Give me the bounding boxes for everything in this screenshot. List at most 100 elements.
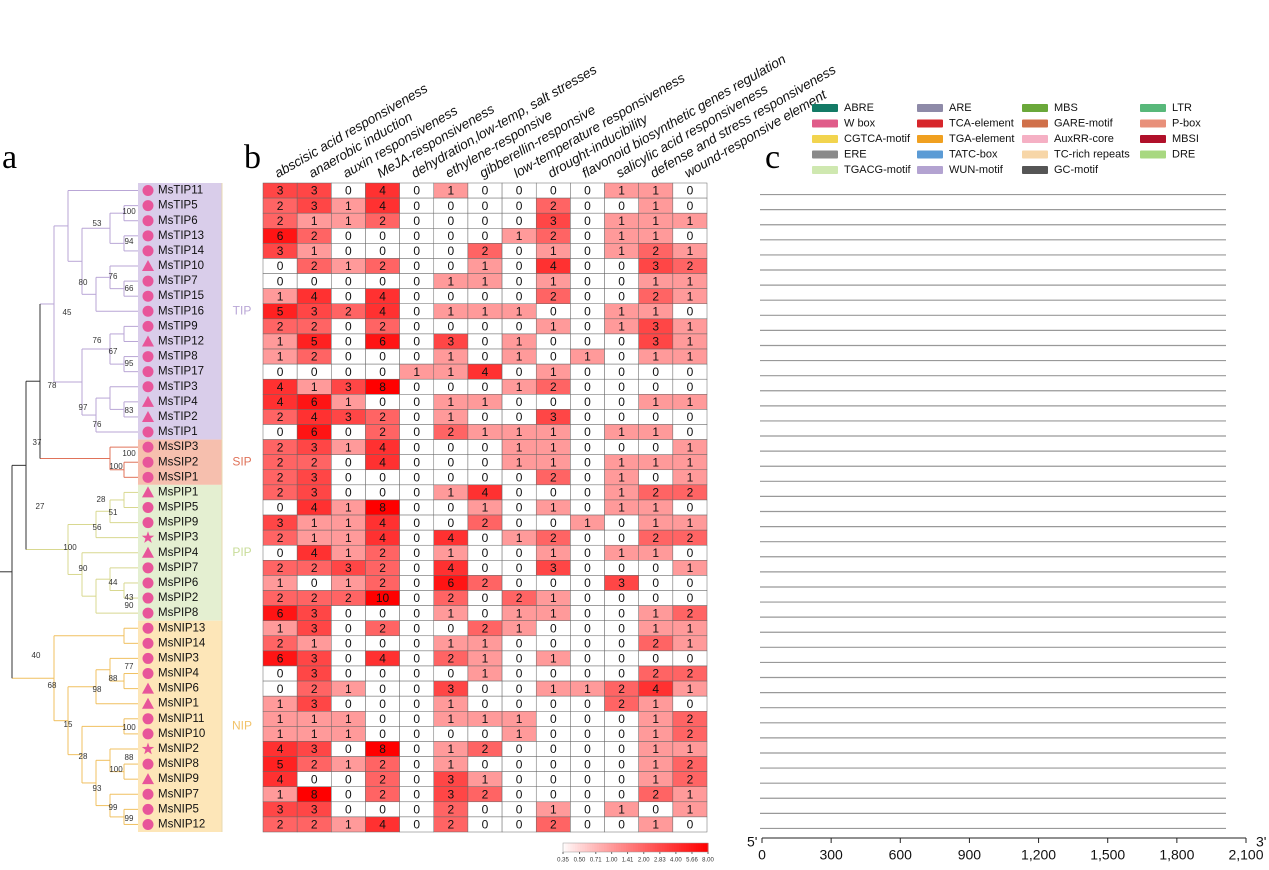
cell-value: 0 xyxy=(277,274,284,288)
cell-value: 0 xyxy=(413,757,420,771)
cell-value: 1 xyxy=(345,727,352,741)
cell-value: 2 xyxy=(550,199,557,213)
cell-value: 2 xyxy=(652,667,659,681)
cell-value: 0 xyxy=(516,742,523,756)
cell-value: 2 xyxy=(277,410,284,424)
cell-value: 2 xyxy=(448,818,455,832)
cell-value: 1 xyxy=(482,652,489,666)
cell-value: 4 xyxy=(311,501,318,515)
cell-value: 2 xyxy=(652,486,659,500)
cell-value: 0 xyxy=(448,667,455,681)
cell-value: 1 xyxy=(448,546,455,560)
colorbar-segment xyxy=(575,843,578,852)
cell-value: 2 xyxy=(550,818,557,832)
cell-value: 0 xyxy=(277,682,284,696)
cell-value: 2 xyxy=(379,772,386,786)
colorbar-tick-label: 0.35 xyxy=(557,858,569,864)
cell-value: 0 xyxy=(550,395,557,409)
cell-value: 3 xyxy=(550,214,557,228)
cell-value: 2 xyxy=(448,652,455,666)
cell-value: 0 xyxy=(687,652,694,666)
cell-value: 1 xyxy=(652,304,659,318)
cell-value: 1 xyxy=(652,727,659,741)
gene-label: MsTIP13 xyxy=(158,230,204,242)
cell-value: 1 xyxy=(687,682,694,696)
cell-value: 0 xyxy=(345,697,352,711)
cell-value: 0 xyxy=(311,274,318,288)
cell-value: 2 xyxy=(687,757,694,771)
cell-value: 1 xyxy=(618,455,625,469)
cell-value: 0 xyxy=(482,561,489,575)
legend-label: GC-motif xyxy=(1054,164,1099,176)
cell-value: 0 xyxy=(652,365,659,379)
colorbar-segment xyxy=(584,843,588,852)
cell-value: 1 xyxy=(516,229,523,243)
cell-value: 0 xyxy=(584,742,591,756)
cell-value: 0 xyxy=(413,531,420,545)
marker xyxy=(142,728,154,740)
cell-value: 0 xyxy=(482,320,489,334)
cell-value: 0 xyxy=(345,486,352,500)
cell-value: 2 xyxy=(687,606,694,620)
cell-value: 3 xyxy=(448,682,455,696)
cell-value: 3 xyxy=(448,787,455,801)
cell-value: 4 xyxy=(379,818,386,832)
bootstrap-value: 100 xyxy=(63,543,77,552)
colorbar-segment xyxy=(652,843,656,852)
cell-value: 0 xyxy=(618,652,625,666)
colorbar-tick-label: 0.71 xyxy=(590,858,602,864)
cell-value: 0 xyxy=(516,184,523,198)
colorbar-segment xyxy=(642,843,646,852)
colorbar-segment xyxy=(686,843,690,852)
cell-value: 0 xyxy=(379,274,386,288)
x-tick-label: 1,500 xyxy=(1090,847,1125,863)
cell-value: 1 xyxy=(311,380,318,394)
cell-value: 2 xyxy=(277,320,284,334)
cell-value: 0 xyxy=(550,350,557,364)
cell-value: 0 xyxy=(584,772,591,786)
cell-value: 1 xyxy=(482,712,489,726)
cell-value: 0 xyxy=(584,818,591,832)
bootstrap-value: 15 xyxy=(64,720,73,729)
cell-value: 0 xyxy=(618,772,625,786)
colorbar-frame xyxy=(562,842,709,853)
cell-value: 1 xyxy=(550,803,557,817)
cell-value: 1 xyxy=(652,455,659,469)
cell-value: 0 xyxy=(550,486,557,500)
cell-value: 0 xyxy=(618,365,625,379)
colorbar-segment xyxy=(669,843,673,852)
cell-value: 2 xyxy=(687,531,694,545)
marker xyxy=(142,230,154,242)
cell-value: 1 xyxy=(652,184,659,198)
cell-value: 0 xyxy=(584,410,591,424)
bootstrap-value: 80 xyxy=(79,278,88,287)
cell-value: 0 xyxy=(687,410,694,424)
gene-label: MsNIP5 xyxy=(158,803,199,815)
bootstrap-value: 76 xyxy=(93,420,102,429)
cell-value: 1 xyxy=(448,410,455,424)
bootstrap-value: 53 xyxy=(93,219,102,228)
cell-value: 1 xyxy=(311,727,318,741)
cell-value: 0 xyxy=(413,546,420,560)
colorbar-tick-label: 2.00 xyxy=(638,858,650,864)
cell-value: 0 xyxy=(618,380,625,394)
cell-value: 0 xyxy=(550,772,557,786)
legend-swatch xyxy=(1022,119,1048,128)
gene-label: MsTIP7 xyxy=(158,275,198,287)
cell-value: 1 xyxy=(618,803,625,817)
cell-value: 0 xyxy=(584,229,591,243)
cell-value: 2 xyxy=(277,470,284,484)
cell-value: 3 xyxy=(652,320,659,334)
gene-label: MsNIP13 xyxy=(158,622,205,634)
marker xyxy=(142,517,154,529)
legend-swatch xyxy=(917,104,943,112)
cell-value: 4 xyxy=(277,395,284,409)
cell-value: 0 xyxy=(618,199,625,213)
cell-value: 0 xyxy=(413,682,420,696)
cell-value: 0 xyxy=(550,697,557,711)
x-tick-label: 300 xyxy=(819,847,843,863)
cell-value: 0 xyxy=(413,244,420,258)
cell-value: 2 xyxy=(482,516,489,530)
x-tick-label: 600 xyxy=(889,847,913,863)
bootstrap-value: 83 xyxy=(125,406,134,415)
